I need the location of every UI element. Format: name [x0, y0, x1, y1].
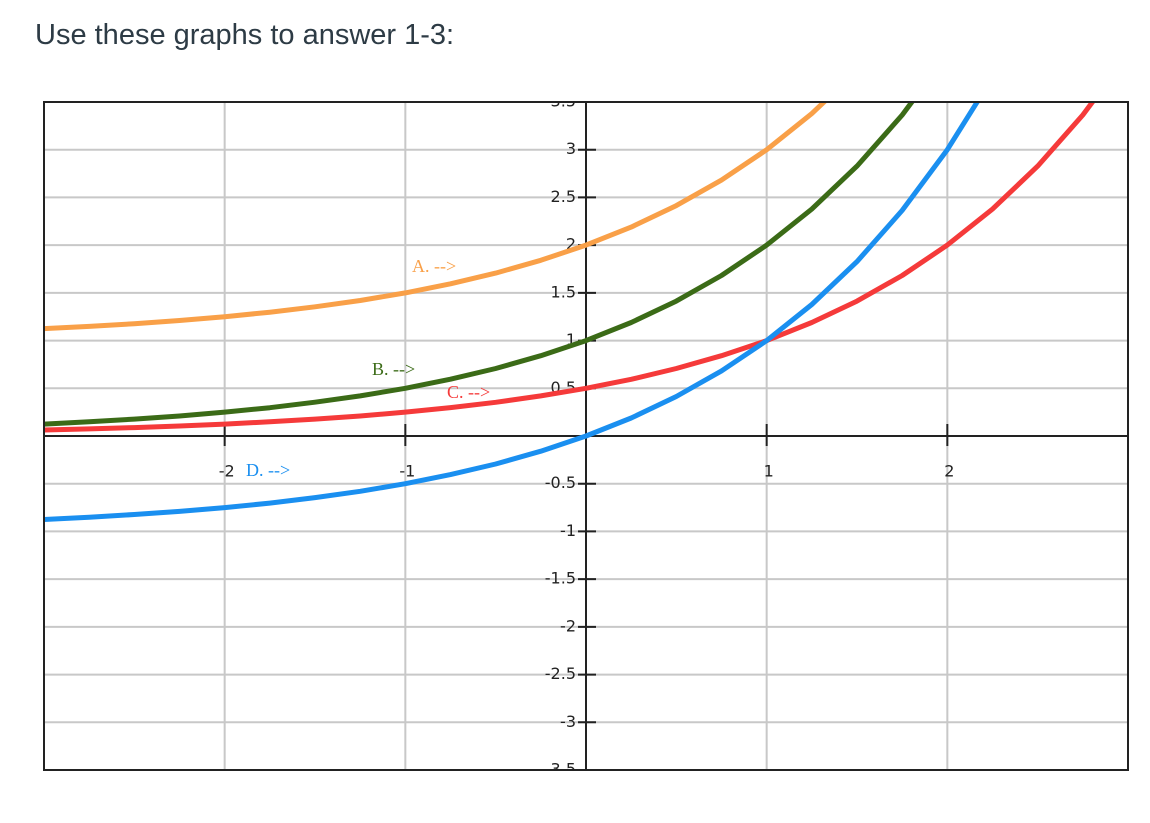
- series-line: [44, 102, 828, 332]
- curve-label: B. -->: [372, 359, 415, 379]
- x-tick-label: -1: [399, 462, 415, 481]
- y-tick-label: 2.5: [551, 187, 576, 206]
- y-tick-label: 3.5: [551, 92, 576, 111]
- plot-area: -3.5-3-2.5-2-1.5-1-0.50.511.522.533.5: [44, 92, 1096, 779]
- plot-frame: [43, 101, 1129, 771]
- y-tick-label: -1.5: [545, 569, 576, 588]
- x-tick-label: 2: [944, 462, 954, 481]
- series-line: [44, 102, 1096, 433]
- y-tick-label: -0.5: [545, 473, 576, 492]
- y-tick-label: 1.5: [551, 282, 576, 301]
- x-tick-label: -2: [219, 462, 235, 481]
- y-tick-label: -1: [560, 521, 576, 540]
- y-tick-label: -2: [560, 616, 576, 635]
- chart-title: Use these graphs to answer 1-3:: [35, 19, 454, 51]
- y-tick-label: -2.5: [545, 664, 576, 683]
- y-tick-label: -3: [560, 712, 576, 731]
- curve-label: D. -->: [246, 460, 290, 480]
- curve-label: C. -->: [447, 382, 490, 402]
- y-tick-label: 2: [566, 235, 576, 254]
- series-line: [44, 102, 981, 522]
- series-line: [44, 102, 915, 427]
- y-tick-label: 3: [566, 139, 576, 158]
- y-tick-label: -3.5: [545, 760, 576, 779]
- x-tick-label: 1: [764, 462, 774, 481]
- curve-label: A. -->: [412, 256, 456, 276]
- y-tick-label: 1: [566, 330, 576, 349]
